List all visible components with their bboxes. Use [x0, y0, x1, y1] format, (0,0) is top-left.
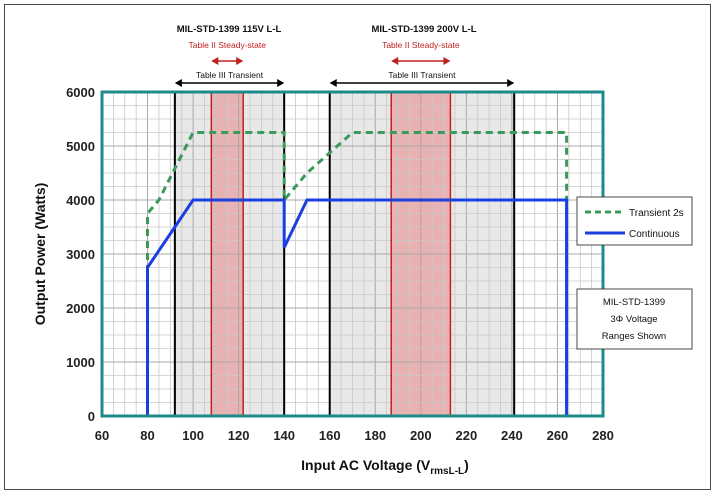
x-tick-label: 280 [592, 428, 614, 443]
transient-label-bg [386, 70, 458, 80]
arrow-head-left [211, 57, 219, 65]
plot-area-frame [100, 90, 605, 418]
x-tick-label: 260 [547, 428, 569, 443]
note-line-3: Ranges Shown [602, 331, 666, 342]
steady-state-label: Table II Steady-state [189, 40, 267, 50]
transient-arrow [174, 79, 285, 87]
note-box: MIL-STD-1399 3Φ Voltage Ranges Shown [576, 288, 693, 350]
series-line-continuous [146, 198, 569, 416]
x-tick-label: 120 [228, 428, 250, 443]
y-axis-title: Output Power (Watts) [32, 183, 48, 326]
group1-header: MIL-STD-1399 115V L-L [177, 24, 282, 35]
steady-state-arrow [391, 57, 451, 65]
transient-label: Table III Transient [388, 70, 456, 80]
legend: Transient 2s Continuous [576, 196, 693, 246]
y-tick-label: 0 [88, 409, 95, 424]
note-line-2: 3Φ Voltage [610, 314, 657, 325]
y-tick-label: 5000 [66, 139, 95, 154]
y-tick-label: 1000 [66, 355, 95, 370]
x-axis-title-close: ) [464, 457, 469, 473]
note-line-1: MIL-STD-1399 [603, 297, 665, 308]
group2-header: MIL-STD-1399 200V L-L [371, 24, 476, 35]
x-tick-label: 160 [319, 428, 341, 443]
arrow-head-right [507, 79, 515, 87]
arrow-head-right [443, 57, 451, 65]
steady-state-arrow [211, 57, 244, 65]
arrow-head-right [277, 79, 285, 87]
y-tick-label: 6000 [66, 85, 95, 100]
transient-arrow [329, 79, 515, 87]
y-tick-label: 3000 [66, 247, 95, 262]
transient-label-bg [193, 70, 266, 80]
x-tick-label: 220 [456, 428, 478, 443]
x-tick-label: 60 [95, 428, 109, 443]
x-tick-label: 140 [273, 428, 295, 443]
x-axis-title-main: Input AC Voltage (V [301, 457, 431, 473]
y-tick-label: 4000 [66, 193, 95, 208]
transient-label: Table III Transient [196, 70, 264, 80]
steady-state-label: Table II Steady-state [382, 40, 460, 50]
series-line-transient-2s [146, 131, 569, 416]
arrow-head-right [236, 57, 244, 65]
x-axis-title: Input AC Voltage (VrmsL-L) [301, 457, 469, 477]
note-box-frame [576, 288, 693, 350]
x-tick-label: 200 [410, 428, 432, 443]
arrow-head-left [391, 57, 399, 65]
arrow-head-left [174, 79, 182, 87]
x-tick-label: 180 [364, 428, 386, 443]
legend-box [576, 196, 693, 246]
x-tick-label: 240 [501, 428, 523, 443]
legend-label-transient: Transient 2s [629, 208, 684, 219]
x-tick-label: 100 [182, 428, 204, 443]
legend-label-continuous: Continuous [629, 229, 680, 240]
x-tick-label: 80 [140, 428, 154, 443]
arrow-head-left [329, 79, 337, 87]
y-tick-label: 2000 [66, 301, 95, 316]
x-axis-title-sub: rmsL-L [430, 466, 464, 477]
